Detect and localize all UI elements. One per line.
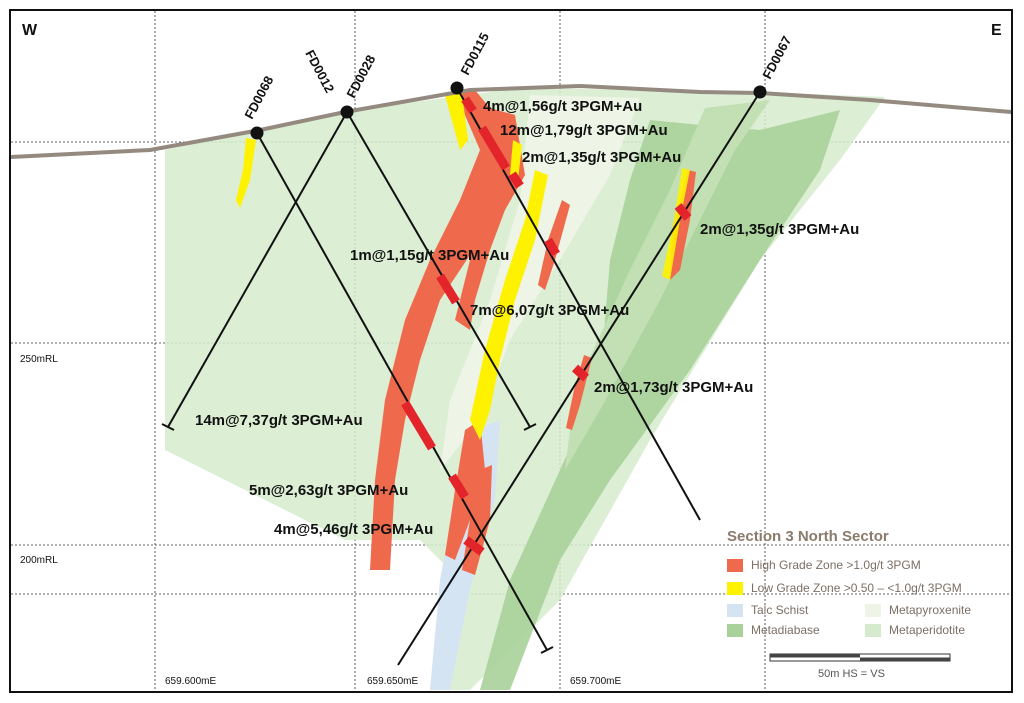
eoh-tick-fd0068 — [540, 646, 554, 654]
intercept-mark-fd0115-c — [508, 171, 524, 189]
intercept-mark-fd0067-a — [674, 203, 692, 221]
drill-trace-fd0012 — [167, 111, 348, 428]
low-grade-top — [445, 93, 468, 150]
drill-trace-fd0067 — [397, 91, 761, 666]
easting-label-3: 659.700mE — [570, 676, 621, 687]
legend-label-low-grade: Low Grade Zone >0.50 – <1.0g/t 3PGM — [751, 581, 962, 595]
intercept-label-7: 2m@1,73g/t 3PGM+Au — [594, 379, 753, 396]
intercept-mark-fd0115-b — [478, 125, 510, 171]
collars — [250, 81, 767, 140]
collar-fd0067[interactable] — [753, 85, 767, 99]
intercept-label-10: 4m@5,46g/t 3PGM+Au — [274, 521, 433, 538]
elevation-label-250: 250mRL — [20, 354, 58, 365]
metadiabase-band-2 — [565, 100, 770, 470]
legend-title: Section 3 North Sector — [727, 528, 889, 545]
easting-labels: 659.600mE 659.650mE 659.700mE — [165, 676, 621, 687]
intercept-mark-fd0067-c — [463, 536, 485, 556]
drillhole-label-fd0012: FD0012 — [302, 47, 337, 95]
legend-label-high-grade: High Grade Zone >1.0g/t 3PGM — [751, 558, 921, 572]
legend-item-metadiabase: Metadiabase — [727, 623, 820, 637]
scale-bar-seg-1 — [770, 654, 860, 658]
low-grade-central — [470, 170, 548, 440]
elevation-labels: 250mRL 200mRL — [20, 354, 58, 566]
intercept-labels: 4m@1,56g/t 3PGM+Au 12m@1,79g/t 3PGM+Au 2… — [195, 98, 859, 538]
legend-label-metadiabase: Metadiabase — [751, 623, 820, 637]
legend-swatch-metaperidotite — [865, 623, 881, 637]
intercept-label-3: 2m@1,35g/t 3PGM+Au — [522, 149, 681, 166]
drill-trace-fd0028 — [346, 111, 531, 428]
intercept-label-2: 12m@1,79g/t 3PGM+Au — [500, 122, 668, 139]
legend-item-talc-schist: Talc Schist — [727, 603, 808, 617]
drillhole-label-fd0068: FD0068 — [241, 74, 276, 122]
legend-swatch-low-grade — [727, 581, 743, 595]
intercept-mark-fd0068-b — [448, 473, 469, 500]
intercept-mark-fd0115-d — [544, 237, 560, 257]
intercept-label-1: 4m@1,56g/t 3PGM+Au — [483, 98, 642, 115]
eoh-tick-fd0028 — [523, 423, 537, 431]
intercept-mark-fd0115-a — [461, 96, 477, 114]
intercept-label-6: 7m@6,07g/t 3PGM+Au — [470, 302, 629, 319]
intercept-mark-fd0067-b — [571, 364, 590, 382]
legend-item-low-grade: Low Grade Zone >0.50 – <1.0g/t 3PGM — [727, 581, 962, 595]
legend-swatch-metadiabase — [727, 623, 743, 637]
easting-label-2: 659.650mE — [367, 676, 418, 687]
collar-fd0028[interactable] — [340, 105, 354, 119]
legend-swatch-high-grade — [727, 558, 743, 572]
legend-swatch-metapyroxenite — [865, 603, 881, 617]
compass-east: E — [991, 22, 1002, 39]
low-grade-small — [510, 140, 522, 180]
scale-bar — [769, 653, 951, 662]
intercept-mark-fd0028 — [436, 273, 460, 305]
legend-label-metaperidotite: Metaperidotite — [889, 623, 966, 637]
topography-line — [10, 83, 1012, 159]
scale-bar-seg-2 — [860, 657, 950, 661]
legend-swatch-talc-schist — [727, 603, 743, 617]
low-grade-fd0068 — [236, 138, 256, 208]
legend-item-high-grade: High Grade Zone >1.0g/t 3PGM — [727, 558, 921, 572]
intercept-label-9: 5m@2,63g/t 3PGM+Au — [249, 482, 408, 499]
intercept-label-8: 14m@7,37g/t 3PGM+Au — [195, 412, 363, 429]
collar-fd0068[interactable] — [250, 126, 264, 140]
drillhole-label-fd0115: FD0115 — [457, 30, 492, 77]
collar-fd0115[interactable] — [450, 81, 464, 95]
intercept-mark-fd0068-a — [401, 400, 436, 451]
elevation-label-200: 200mRL — [20, 555, 58, 566]
legend-label-talc-schist: Talc Schist — [751, 603, 809, 617]
end-of-hole-ticks — [161, 423, 554, 654]
compass-west: W — [22, 22, 38, 39]
drill-trace-fd0068 — [256, 132, 548, 651]
intercept-highlights — [401, 96, 692, 556]
scale-label: 50m HS = VS — [818, 668, 885, 680]
easting-label-1: 659.600mE — [165, 676, 216, 687]
legend-item-metaperidotite: Metaperidotite — [865, 623, 965, 637]
high-grade-fd0067-lens — [670, 170, 696, 280]
intercept-label-5: 1m@1,15g/t 3PGM+Au — [350, 247, 509, 264]
legend-item-metapyroxenite: Metapyroxenite — [865, 603, 971, 617]
legend-label-metapyroxenite: Metapyroxenite — [889, 603, 972, 617]
eoh-tick-fd0012 — [161, 423, 175, 431]
metadiabase-body — [480, 110, 840, 690]
intercept-label-4: 2m@1,35g/t 3PGM+Au — [700, 221, 859, 238]
drillhole-label-fd0028: FD0028 — [343, 53, 378, 101]
